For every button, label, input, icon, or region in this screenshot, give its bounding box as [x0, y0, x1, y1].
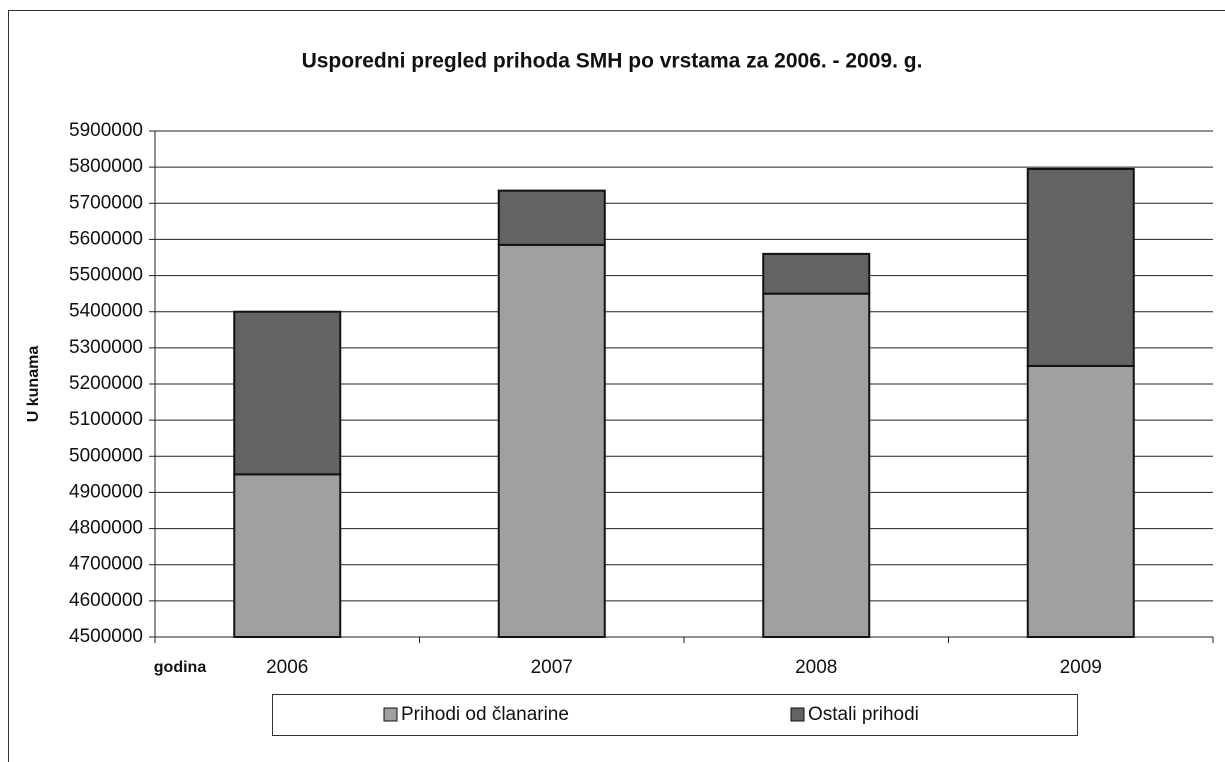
y-tick-label: 5400000: [69, 301, 143, 322]
y-tick-label: 5200000: [69, 373, 143, 394]
x-axis-label: godina: [154, 659, 207, 676]
legend-swatch: [383, 707, 398, 722]
y-tick-label: 4500000: [69, 626, 143, 647]
x-tick-label: 2007: [531, 657, 573, 678]
bar-segment: [762, 252, 871, 295]
bar-segment: [233, 473, 342, 638]
bar-segment: [497, 243, 606, 638]
y-tick-label: 5100000: [69, 409, 143, 430]
y-tick-label: 4600000: [69, 590, 143, 611]
y-tick-label: 5500000: [69, 265, 143, 286]
y-tick-label: 4900000: [69, 481, 143, 502]
y-tick-label: 5300000: [69, 337, 143, 358]
y-tick-label: 5700000: [69, 192, 143, 213]
legend-label: Prihodi od članarine: [401, 704, 569, 725]
bar-segment: [762, 292, 871, 638]
x-tick-label: 2009: [1060, 657, 1102, 678]
y-tick-label: 4700000: [69, 554, 143, 575]
x-tick-label: 2006: [266, 657, 308, 678]
legend-box: [272, 694, 1078, 736]
y-axis-label: U kunama: [25, 346, 42, 423]
y-tick-label: 5800000: [69, 156, 143, 177]
bar-segment: [233, 310, 342, 476]
x-tick-label: 2008: [795, 657, 837, 678]
legend-swatch: [790, 707, 805, 722]
chart-title: Usporedni pregled prihoda SMH po vrstama…: [302, 50, 923, 73]
legend-label: Ostali prihodi: [808, 704, 919, 725]
y-tick-label: 5600000: [69, 228, 143, 249]
frame: [8, 10, 1225, 762]
y-tick-label: 4800000: [69, 518, 143, 539]
y-tick-label: 5000000: [69, 445, 143, 466]
bar-segment: [1026, 364, 1135, 638]
y-tick-label: 5900000: [69, 120, 143, 141]
bar-segment: [1026, 167, 1135, 367]
bar-segment: [497, 189, 606, 246]
